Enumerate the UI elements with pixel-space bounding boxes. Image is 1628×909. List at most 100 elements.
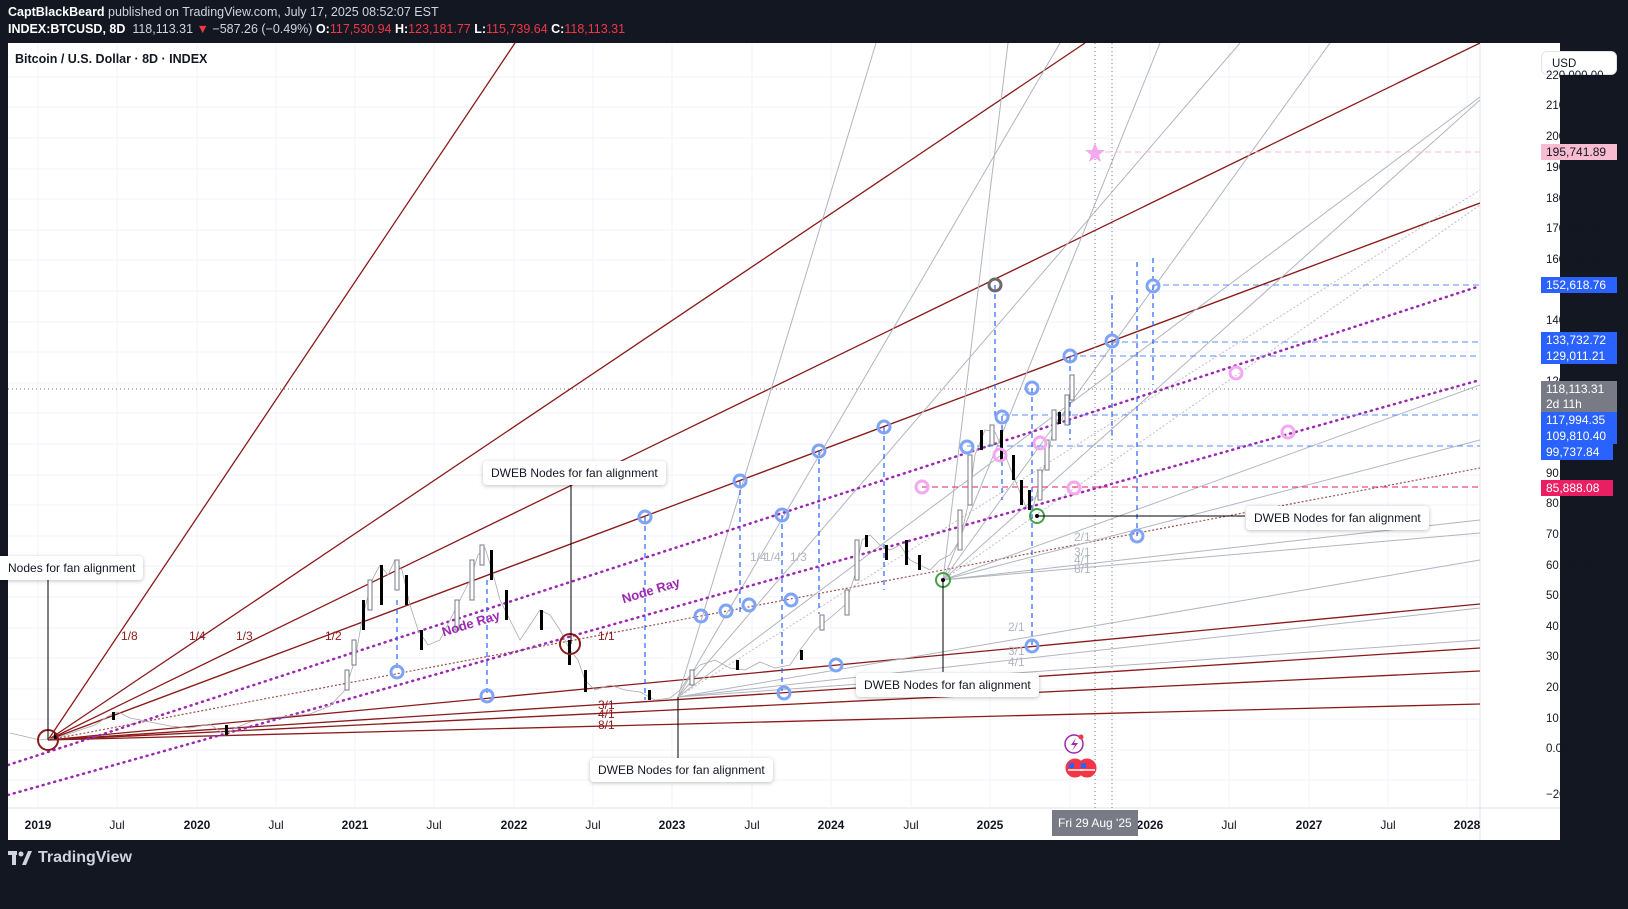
time-tick: 2023 [658, 818, 686, 832]
price-label: 99,737.84 [1541, 444, 1613, 460]
time-tick: 2021 [341, 818, 369, 832]
price-tick: 30,000.00 [1546, 651, 1598, 663]
fan-label: 1/3 [790, 550, 807, 564]
price-tick: 180,000.00 [1546, 193, 1604, 205]
price-tick: 20,000.00 [1546, 682, 1598, 694]
candle-up-bodies [344, 374, 1075, 691]
target-star-icon[interactable] [1085, 143, 1105, 162]
chart-title: Bitcoin / U.S. Dollar · 8D · INDEX [15, 52, 208, 66]
red-gann-fan[interactable] [47, 43, 1480, 741]
time-tick: 2026 [1136, 818, 1164, 832]
price-tick: 200,000.00 [1546, 131, 1604, 143]
time-tick: 2025 [976, 818, 1004, 832]
grey-node-circle[interactable] [987, 277, 1003, 293]
fan-label: 3/1 [1008, 644, 1025, 658]
footer-brand: TradingView [38, 849, 132, 866]
publish-header: CaptBlackBeard published on TradingView.… [8, 4, 625, 38]
time-tick: Jul [1380, 818, 1396, 832]
down-arrow-icon: ▼ [196, 22, 209, 36]
price-tick: 40,000.00 [1546, 621, 1598, 633]
time-tick: Jul [903, 818, 919, 832]
last-price: 118,113.31 [132, 22, 194, 36]
price-tick: 90,000.00 [1546, 468, 1598, 480]
fan-label: 1/8 [121, 629, 138, 643]
red-fan-1-1-line[interactable] [47, 467, 1480, 741]
publisher-name[interactable]: CaptBlackBeard [8, 5, 105, 19]
published-text: published on TradingView.com, July 17, 2… [104, 5, 439, 19]
low-value: 115,739.64 [486, 22, 548, 36]
currency-selector[interactable]: USD [1541, 51, 1617, 75]
pink-node-circles[interactable] [914, 365, 1296, 496]
fan-label: 4/1 [1074, 553, 1091, 567]
red-origin-circle-2022[interactable] [559, 633, 581, 655]
time-tick: 2024 [817, 818, 845, 832]
fan-label: 1/4 [764, 550, 781, 564]
callout-fan-alignment-2023[interactable]: DWEB Nodes for fan alignment [590, 758, 773, 782]
price-label: 152,618.76 [1541, 277, 1617, 293]
grey-gann-fan-2023[interactable] [677, 43, 1480, 698]
fan-label: 2/1 [1074, 530, 1091, 544]
callout-fan-alignment-2024[interactable]: DWEB Nodes for fan alignment [856, 673, 1039, 697]
fan-label: 1/4 [750, 550, 767, 564]
fan-label: 3/1 [1074, 545, 1091, 559]
price-tick: 10,000.00 [1546, 713, 1598, 725]
fan-label: 3/1 [598, 698, 615, 712]
tradingview-logo[interactable]: TradingView [8, 847, 132, 869]
fan-label: 1/2 [325, 629, 342, 643]
callout-fan-alignment-2022[interactable]: DWEB Nodes for fan alignment [483, 461, 666, 485]
open-label: O: [315, 22, 330, 36]
open-value: 117,530.94 [329, 22, 392, 36]
horizontal-levels[interactable] [922, 151, 1480, 488]
high-value: 123,181.77 [408, 22, 471, 36]
time-tick: Jul [1221, 818, 1237, 832]
price-tick: 170,000.00 [1546, 223, 1604, 235]
blue-node-circles[interactable] [389, 278, 1161, 704]
price-label-pink: 85,888.08 [1541, 480, 1613, 496]
price-label: 133,732.72 [1541, 332, 1617, 348]
time-tick: Jul [585, 818, 601, 832]
price-tick: 50,000.00 [1546, 590, 1598, 602]
price-tick: 80,000.00 [1546, 498, 1598, 510]
fan-label: 8/1 [1074, 562, 1091, 576]
current-price-label: 118,113.31 [1541, 381, 1617, 397]
time-tick: Jul [109, 818, 125, 832]
price-tick: 210,000.00 [1546, 100, 1604, 112]
price-label: 109,810.40 [1541, 428, 1617, 444]
price-tick: −200,000.00 [1546, 789, 1611, 801]
price-tick-top: 220,000.00 [1546, 70, 1604, 82]
grid [8, 43, 1480, 808]
price-tick: 0.00 [1546, 743, 1569, 755]
high-label: H: [394, 22, 409, 36]
price-tick: 60,000.00 [1546, 560, 1598, 572]
time-tick: Jul [426, 818, 442, 832]
price-label: 117,994.35 [1541, 412, 1617, 428]
fan-label: 4/1 [598, 707, 615, 721]
tradingview-logo-icon [8, 851, 32, 865]
time-tick: 2022 [500, 818, 528, 832]
callout-pointers [47, 481, 1245, 758]
price-label-target: 195,741.89 [1541, 144, 1617, 160]
fan-label: 1/4 [189, 629, 206, 643]
candlesticks[interactable] [9, 389, 1075, 741]
fan-label: 2/1 [1008, 620, 1025, 634]
price-tick: 160,000.00 [1546, 254, 1604, 266]
fan-label: 1/1 [598, 629, 615, 643]
price-tick: 140,000.00 [1546, 315, 1604, 327]
time-tick: 2020 [183, 818, 211, 832]
time-cursor-label: Fri 29 Aug '25 [1052, 810, 1138, 836]
time-tick: Jul [744, 818, 760, 832]
callout-fan-alignment-2019[interactable]: Nodes for fan alignment [0, 556, 144, 580]
time-tick: 2019 [24, 818, 52, 832]
symbol-interval: INDEX:BTCUSD, 8D [8, 22, 126, 36]
fan-label: 1/3 [236, 629, 253, 643]
candle-bodies [54, 412, 1061, 739]
close-label: C: [551, 22, 565, 36]
callout-fan-alignment-2025[interactable]: DWEB Nodes for fan alignment [1246, 506, 1429, 530]
ohlc-line: INDEX:BTCUSD, 8D 118,113.31 ▼ −587.26 (−… [8, 21, 625, 38]
event-lightning-icon[interactable] [1064, 734, 1084, 754]
us-flag-event-icon[interactable] [1065, 758, 1097, 778]
time-tick: 2028 [1453, 818, 1481, 832]
low-label: L: [474, 22, 487, 36]
price-tick: 190,000.00 [1546, 162, 1604, 174]
